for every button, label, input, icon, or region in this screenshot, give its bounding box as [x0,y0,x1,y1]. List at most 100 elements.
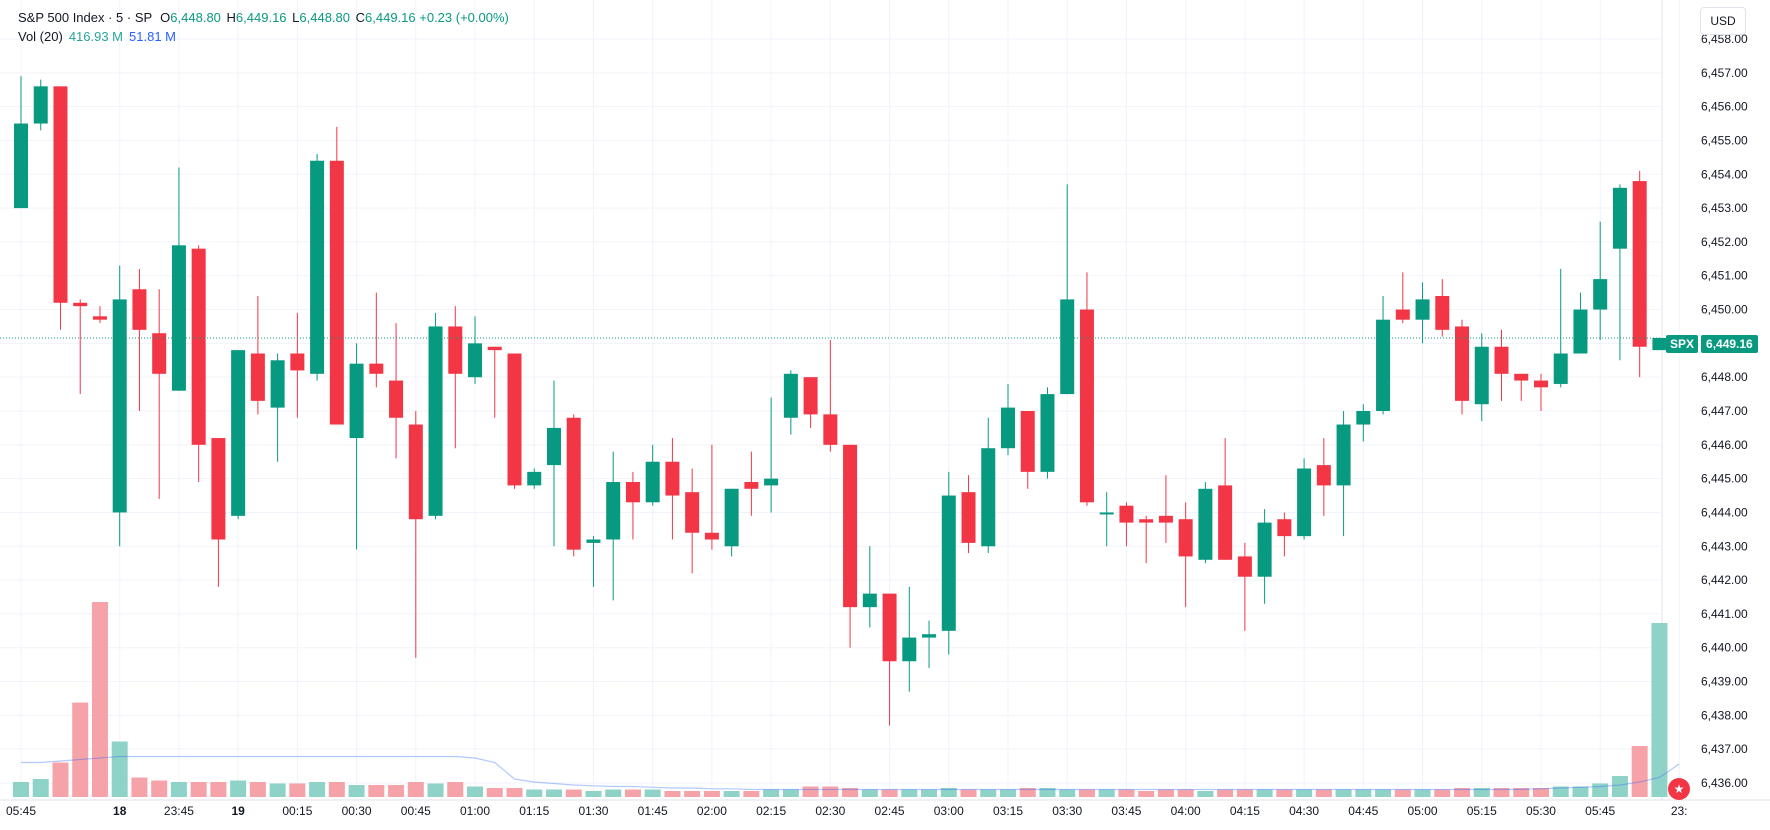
volume-bar [545,789,562,797]
volume-bar [230,780,247,797]
volume-bar [644,789,661,797]
volume-bar [170,782,187,797]
candle [507,353,522,489]
candle-body [1079,309,1094,503]
candle-body [33,86,48,124]
candle-body [310,160,325,374]
volume-bars [13,602,1668,797]
candle-body [527,471,542,486]
x-tick-label: 00:45 [401,804,431,818]
candle-body [1593,279,1608,310]
candle-body [231,350,246,516]
volume-bar [1039,788,1056,797]
candle [1356,404,1371,442]
volume-bar [1118,789,1135,797]
x-tick-label: 04:45 [1348,804,1378,818]
candle [231,350,246,520]
candle [704,444,719,550]
volume-label[interactable]: Vol (20) [18,29,63,44]
us-flag-icon[interactable]: ★ [1668,778,1690,800]
volume-bar [1572,786,1589,797]
candle [1257,509,1272,604]
x-tick-label: 03:45 [1111,804,1141,818]
volume-bar [427,783,444,797]
volume-bar [328,782,345,797]
high-value: 6,449.16 [235,10,287,25]
volume-bar [1315,789,1332,797]
x-tick-label: 04:30 [1289,804,1319,818]
volume-bar [940,788,957,797]
candle [724,488,739,557]
candle [941,471,956,655]
candle-body [981,448,996,547]
candle-body [862,593,877,608]
y-tick-label: 6,450.00 [1701,303,1748,317]
chart-grid [0,0,1770,801]
volume-bar [960,789,977,797]
candle [783,370,798,435]
volume-bar [664,791,681,797]
candle [1218,438,1233,560]
y-tick-label: 6,439.00 [1701,675,1748,689]
y-tick-label: 6,456.00 [1701,100,1748,114]
volume-bar [1256,789,1273,797]
y-tick-label: 6,457.00 [1701,66,1748,80]
x-tick-label: 01:45 [638,804,668,818]
volume-row: Vol (20) 416.93 M 51.81 M [18,27,509,46]
candle [764,397,779,513]
y-tick-label: 6,446.00 [1701,438,1748,452]
candle-body [546,427,561,466]
candle-body [1060,299,1075,395]
candle [152,289,167,499]
candle-body [1139,519,1154,523]
ohlc-row: S&P 500 Index · 5 · SP O6,448.80 H6,449.… [18,8,509,27]
candle [803,377,818,428]
volume-bar [52,762,69,797]
candle [1553,268,1568,388]
candle [1474,333,1489,422]
candle [1079,272,1094,506]
candle-body [1297,468,1312,537]
symbol-info[interactable]: S&P 500 Index · 5 · SP [18,10,153,25]
candle [527,468,542,489]
candle-body [1257,522,1272,577]
volume-bar [1434,789,1451,797]
candle [1612,184,1627,361]
volume-bar [565,789,582,797]
volume-bar [1394,789,1411,797]
x-tick-label: 03:00 [934,804,964,818]
candle-body [1158,515,1173,523]
currency-button[interactable]: USD [1700,7,1746,35]
candle [448,306,463,449]
x-tick-label: 23: [1671,804,1688,818]
y-tick-label: 6,437.00 [1701,742,1748,756]
volume-bar [526,789,543,797]
volume-bar [388,785,405,797]
candle [1573,292,1588,354]
volume-bar [822,786,839,797]
volume-bar [605,789,622,797]
candle-body [625,482,640,503]
candle [1198,482,1213,564]
volume-bar [1019,788,1036,797]
candle [566,414,581,557]
candle-body [191,248,206,445]
candle-body [961,492,976,543]
candle [665,438,680,540]
candle-body [1376,319,1391,411]
y-tick-label: 6,444.00 [1701,505,1748,519]
candle-body [704,532,719,540]
change-value: +0.23 (+0.00%) [419,10,509,25]
candle-body [349,363,364,439]
candle [92,306,107,324]
volume-bar [881,789,898,797]
volume-bar [1000,789,1016,797]
candle [73,299,88,395]
volume-bar [1611,776,1628,797]
candle-body [14,123,28,209]
volume-bar [289,783,306,797]
volume-bar [190,782,207,797]
volume-bar [743,791,760,797]
candle-body [171,245,186,391]
